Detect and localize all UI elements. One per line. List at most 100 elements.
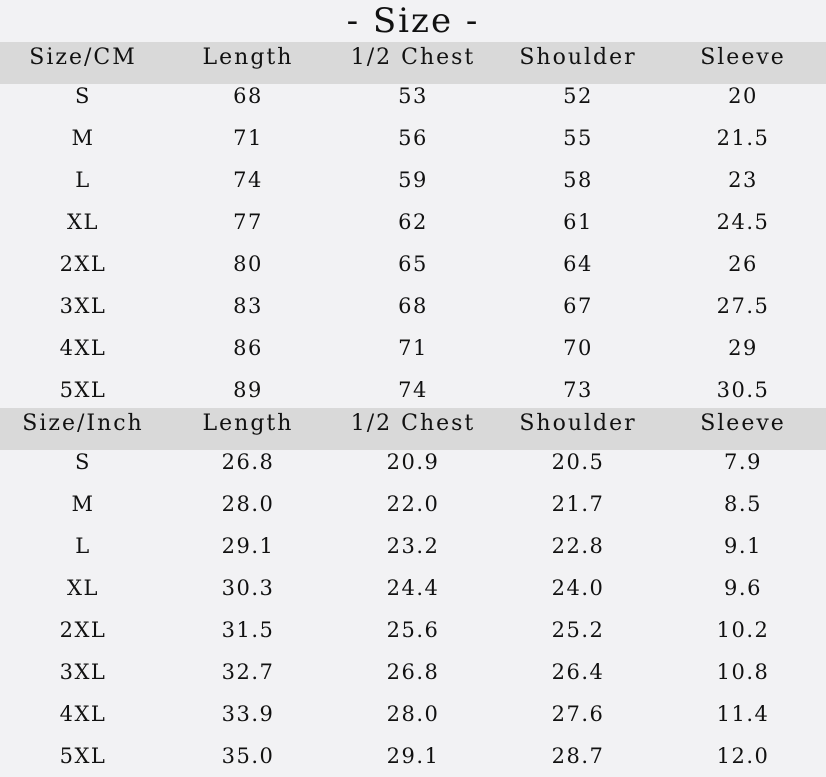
table-row: 5XL 35.0 29.1 28.7 12.0 <box>0 735 826 777</box>
column-header: Size/Inch <box>22 411 144 436</box>
table-row: M 28.0 22.0 21.7 8.5 <box>0 483 826 525</box>
measurement-cell: 32.7 <box>221 660 275 684</box>
size-label: XL <box>67 210 99 234</box>
column-header: Size/CM <box>29 45 137 70</box>
measurement-cell: 9.1 <box>724 534 762 558</box>
measurement-cell: 22.8 <box>551 534 605 558</box>
size-label: M <box>71 126 95 150</box>
measurement-cell: 23.2 <box>386 534 440 558</box>
measurement-cell: 30.3 <box>221 576 275 600</box>
table-row: S 68 53 52 20 <box>0 75 826 117</box>
measurement-cell: 29 <box>728 336 758 360</box>
measurement-cell: 24.4 <box>386 576 440 600</box>
measurement-cell: 12.0 <box>716 744 770 768</box>
column-header: Shoulder <box>519 45 637 70</box>
page-title: - Size - <box>346 1 480 41</box>
inch-header-row: Size/Inch Length 1/2 Chest Shoulder Sleeve <box>0 408 826 450</box>
measurement-cell: 28.7 <box>551 744 605 768</box>
measurement-cell: 8.5 <box>724 492 762 516</box>
measurement-cell: 73 <box>563 378 593 402</box>
measurement-cell: 7.9 <box>724 450 762 474</box>
column-header: Length <box>202 45 294 70</box>
size-label: 5XL <box>59 744 107 768</box>
measurement-cell: 10.2 <box>716 618 770 642</box>
measurement-cell: 35.0 <box>221 744 275 768</box>
measurement-cell: 10.8 <box>716 660 770 684</box>
measurement-cell: 68 <box>233 84 263 108</box>
measurement-cell: 9.6 <box>724 576 762 600</box>
size-label: 4XL <box>59 336 107 360</box>
measurement-cell: 67 <box>563 294 593 318</box>
measurement-cell: 61 <box>563 210 593 234</box>
measurement-cell: 25.2 <box>551 618 605 642</box>
measurement-cell: 26.8 <box>386 660 440 684</box>
measurement-cell: 77 <box>233 210 263 234</box>
table-row: L 29.1 23.2 22.8 9.1 <box>0 525 826 567</box>
measurement-cell: 20.9 <box>386 450 440 474</box>
measurement-cell: 30.5 <box>716 378 770 402</box>
measurement-cell: 28.0 <box>221 492 275 516</box>
table-row: S 26.8 20.9 20.5 7.9 <box>0 441 826 483</box>
measurement-cell: 70 <box>563 336 593 360</box>
measurement-cell: 25.6 <box>386 618 440 642</box>
measurement-cell: 56 <box>398 126 428 150</box>
table-row: 4XL 33.9 28.0 27.6 11.4 <box>0 693 826 735</box>
measurement-cell: 21.7 <box>551 492 605 516</box>
table-row: L 74 59 58 23 <box>0 159 826 201</box>
size-label: S <box>75 84 91 108</box>
measurement-cell: 65 <box>398 252 428 276</box>
size-label: 5XL <box>59 378 107 402</box>
measurement-cell: 29.1 <box>221 534 275 558</box>
measurement-cell: 20.5 <box>551 450 605 474</box>
column-header: Sleeve <box>700 45 786 70</box>
column-header: 1/2 Chest <box>350 411 476 436</box>
measurement-cell: 26 <box>728 252 758 276</box>
table-row: 2XL 31.5 25.6 25.2 10.2 <box>0 609 826 651</box>
size-label: L <box>75 168 91 192</box>
size-label: 2XL <box>59 252 107 276</box>
measurement-cell: 52 <box>563 84 593 108</box>
cm-header-row: Size/CM Length 1/2 Chest Shoulder Sleeve <box>0 42 826 84</box>
measurement-cell: 23 <box>728 168 758 192</box>
column-header: Sleeve <box>700 411 786 436</box>
measurement-cell: 71 <box>398 336 428 360</box>
size-label: L <box>75 534 91 558</box>
measurement-cell: 27.6 <box>551 702 605 726</box>
measurement-cell: 28.0 <box>386 702 440 726</box>
measurement-cell: 33.9 <box>221 702 275 726</box>
measurement-cell: 24.0 <box>551 576 605 600</box>
size-label: M <box>71 492 95 516</box>
measurement-cell: 55 <box>563 126 593 150</box>
measurement-cell: 74 <box>398 378 428 402</box>
size-label: 3XL <box>59 294 107 318</box>
measurement-cell: 68 <box>398 294 428 318</box>
measurement-cell: 71 <box>233 126 263 150</box>
measurement-cell: 29.1 <box>386 744 440 768</box>
measurement-cell: 11.4 <box>716 702 770 726</box>
measurement-cell: 27.5 <box>716 294 770 318</box>
measurement-cell: 74 <box>233 168 263 192</box>
table-row: 4XL 86 71 70 29 <box>0 327 826 369</box>
measurement-cell: 20 <box>728 84 758 108</box>
size-label: 4XL <box>59 702 107 726</box>
measurement-cell: 53 <box>398 84 428 108</box>
size-label: XL <box>67 576 99 600</box>
measurement-cell: 21.5 <box>716 126 770 150</box>
size-label: 2XL <box>59 618 107 642</box>
measurement-cell: 58 <box>563 168 593 192</box>
measurement-cell: 24.5 <box>716 210 770 234</box>
measurement-cell: 62 <box>398 210 428 234</box>
measurement-cell: 80 <box>233 252 263 276</box>
measurement-cell: 22.0 <box>386 492 440 516</box>
measurement-cell: 59 <box>398 168 428 192</box>
table-row: XL 30.3 24.4 24.0 9.6 <box>0 567 826 609</box>
table-row: 5XL 89 74 73 30.5 <box>0 369 826 411</box>
column-header: Shoulder <box>519 411 637 436</box>
size-label: S <box>75 450 91 474</box>
size-label: 3XL <box>59 660 107 684</box>
column-header: Length <box>202 411 294 436</box>
table-row: 2XL 80 65 64 26 <box>0 243 826 285</box>
table-row: 3XL 83 68 67 27.5 <box>0 285 826 327</box>
column-header: 1/2 Chest <box>350 45 476 70</box>
table-row: 3XL 32.7 26.8 26.4 10.8 <box>0 651 826 693</box>
